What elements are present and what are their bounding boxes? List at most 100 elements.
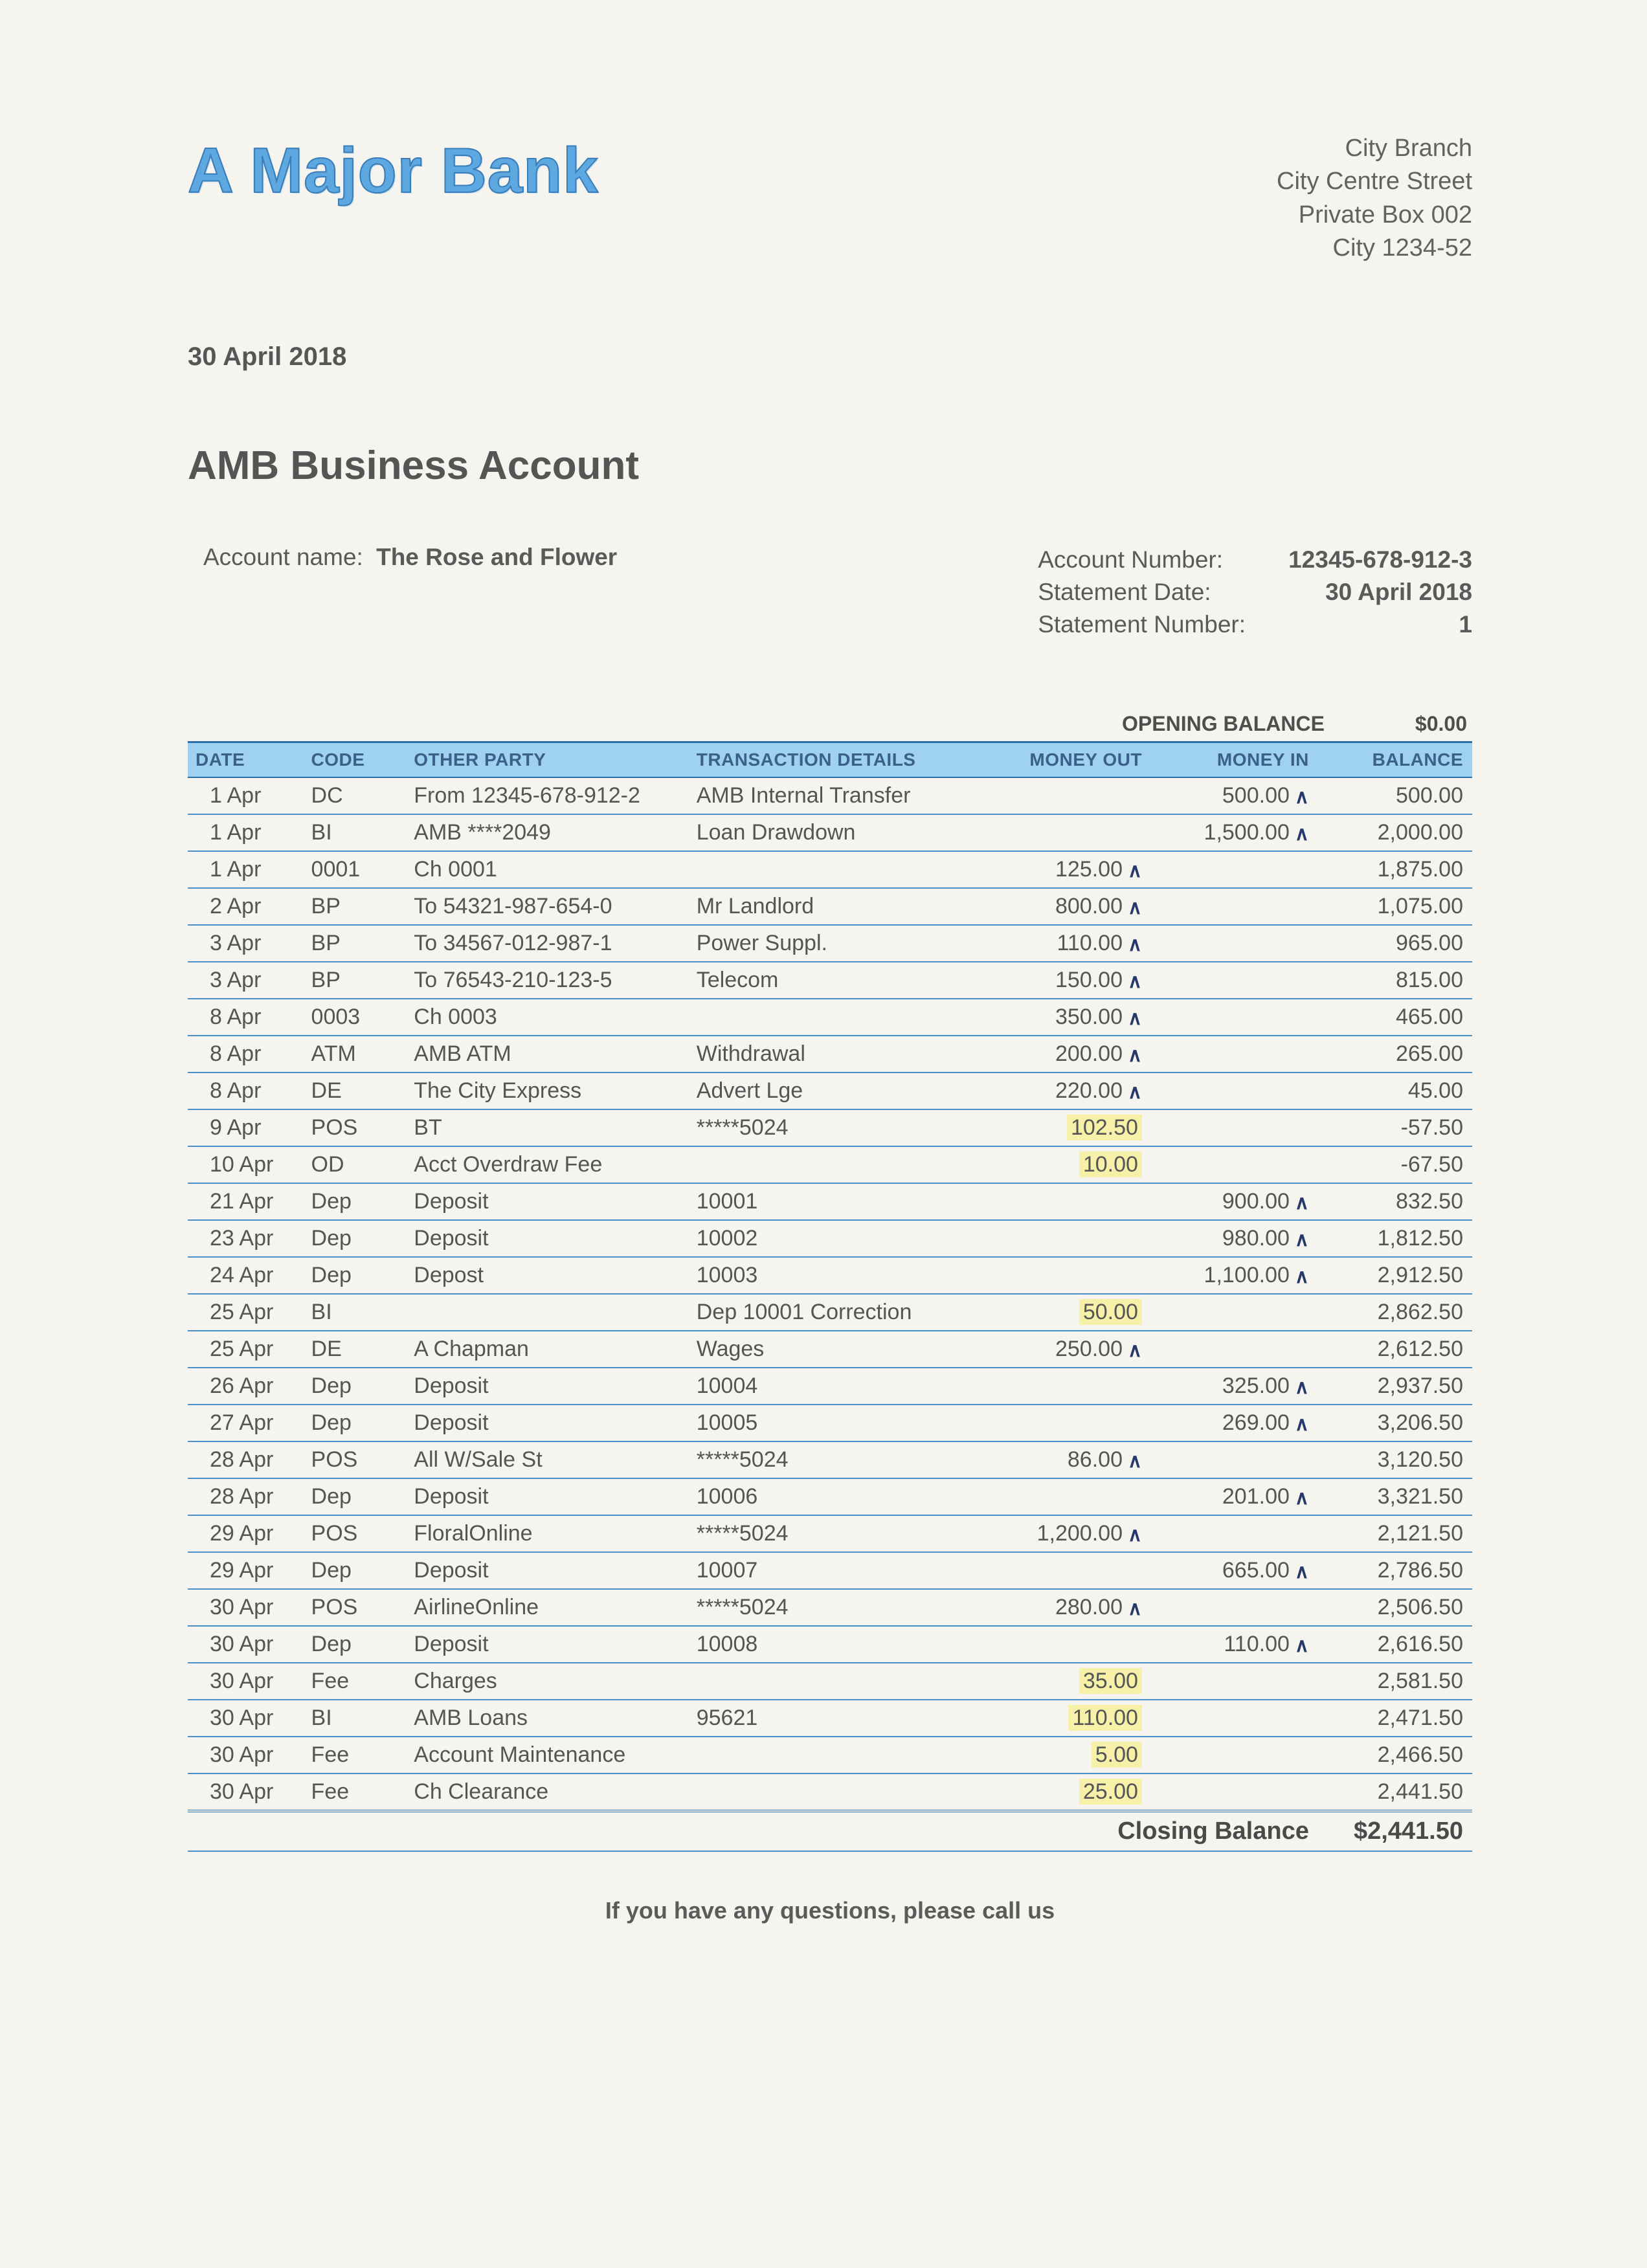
cell-party: The City Express (406, 1073, 688, 1109)
cell-party: AMB Loans (406, 1700, 688, 1737)
cell-details: *****5024 (689, 1109, 971, 1146)
table-row: 8 AprATMAMB ATMWithdrawal200.00∧265.00 (188, 1036, 1472, 1073)
cell-code: BI (304, 1294, 407, 1331)
check-icon: ∧ (1128, 1450, 1142, 1473)
cell-money-out: 86.00∧ (971, 1441, 1151, 1478)
cell-balance: 2,616.50 (1318, 1626, 1472, 1663)
cell-details: *****5024 (689, 1515, 971, 1552)
cell-money-in (1151, 1441, 1318, 1478)
cell-party: Deposit (406, 1552, 688, 1589)
cell-code: BI (304, 814, 407, 851)
cell-party: Deposit (406, 1478, 688, 1515)
cell-balance: -67.50 (1318, 1146, 1472, 1183)
cell-date: 30 Apr (188, 1737, 304, 1773)
check-icon: ∧ (1128, 1044, 1142, 1067)
cell-code: OD (304, 1146, 407, 1183)
cell-balance: 500.00 (1318, 777, 1472, 814)
cell-code: 0003 (304, 999, 407, 1036)
table-row: 30 AprFeeAccount Maintenance5.002,466.50 (188, 1737, 1472, 1773)
cell-party: Ch 0001 (406, 851, 688, 888)
table-row: 8 AprDEThe City ExpressAdvert Lge220.00∧… (188, 1073, 1472, 1109)
closing-balance-label: Closing Balance (971, 1811, 1318, 1851)
cell-details: *****5024 (689, 1589, 971, 1626)
cell-money-out (971, 814, 1151, 851)
cell-party: Acct Overdraw Fee (406, 1146, 688, 1183)
cell-party: To 54321-987-654-0 (406, 888, 688, 925)
account-number-label: Account Number: (1038, 544, 1246, 576)
cell-balance: 2,912.50 (1318, 1257, 1472, 1294)
cell-money-out (971, 1478, 1151, 1515)
statement-date-value: 30 April 2018 (1265, 576, 1472, 608)
cell-code: Dep (304, 1368, 407, 1405)
cell-money-in: 500.00∧ (1151, 777, 1318, 814)
cell-details: Loan Drawdown (689, 814, 971, 851)
cell-money-out: 125.00∧ (971, 851, 1151, 888)
cell-date: 30 Apr (188, 1773, 304, 1811)
cell-date: 3 Apr (188, 925, 304, 962)
cell-money-in: 325.00∧ (1151, 1368, 1318, 1405)
cell-money-out: 250.00∧ (971, 1331, 1151, 1368)
check-icon: ∧ (1128, 970, 1142, 993)
cell-details: 10008 (689, 1626, 971, 1663)
table-row: 10 AprODAcct Overdraw Fee10.00-67.50 (188, 1146, 1472, 1183)
cell-balance: 2,441.50 (1318, 1773, 1472, 1811)
check-icon: ∧ (1128, 1007, 1142, 1030)
cell-balance: -57.50 (1318, 1109, 1472, 1146)
cell-party: Charges (406, 1663, 688, 1700)
cell-balance: 2,612.50 (1318, 1331, 1472, 1368)
cell-money-out (971, 777, 1151, 814)
cell-party: Deposit (406, 1626, 688, 1663)
cell-money-in: 269.00∧ (1151, 1405, 1318, 1441)
cell-party: Ch 0003 (406, 999, 688, 1036)
cell-money-in (1151, 851, 1318, 888)
cell-date: 29 Apr (188, 1515, 304, 1552)
table-row: 30 AprFeeCharges35.002,581.50 (188, 1663, 1472, 1700)
cell-code: Dep (304, 1478, 407, 1515)
cell-code: Dep (304, 1626, 407, 1663)
cell-party: Deposit (406, 1405, 688, 1441)
cell-money-in: 900.00∧ (1151, 1183, 1318, 1220)
cell-code: Dep (304, 1405, 407, 1441)
branch-address: City Branch City Centre Street Private B… (1277, 132, 1472, 265)
cell-money-out: 35.00 (971, 1663, 1151, 1700)
cell-money-out (971, 1626, 1151, 1663)
statement-date-top: 30 April 2018 (188, 342, 1472, 372)
cell-money-in (1151, 1700, 1318, 1737)
cell-code: Fee (304, 1737, 407, 1773)
cell-details: 10001 (689, 1183, 971, 1220)
col-other-party: OTHER PARTY (406, 742, 688, 778)
table-row: 8 Apr0003Ch 0003350.00∧465.00 (188, 999, 1472, 1036)
cell-money-out: 150.00∧ (971, 962, 1151, 999)
cell-party (406, 1294, 688, 1331)
closing-balance-value: $2,441.50 (1318, 1811, 1472, 1851)
col-money-in: MONEY IN (1151, 742, 1318, 778)
table-row: 28 AprPOSAll W/Sale St*****502486.00∧3,1… (188, 1441, 1472, 1478)
cell-details (689, 1773, 971, 1811)
cell-date: 28 Apr (188, 1478, 304, 1515)
cell-date: 28 Apr (188, 1441, 304, 1478)
cell-date: 3 Apr (188, 962, 304, 999)
table-row: 30 AprFeeCh Clearance25.002,441.50 (188, 1773, 1472, 1811)
cell-code: DC (304, 777, 407, 814)
table-row: 26 AprDepDeposit10004325.00∧2,937.50 (188, 1368, 1472, 1405)
cell-money-in: 1,100.00∧ (1151, 1257, 1318, 1294)
cell-money-in (1151, 1515, 1318, 1552)
cell-details: *****5024 (689, 1441, 971, 1478)
cell-money-in (1151, 1663, 1318, 1700)
cell-date: 9 Apr (188, 1109, 304, 1146)
cell-money-in (1151, 1294, 1318, 1331)
cell-balance: 965.00 (1318, 925, 1472, 962)
cell-money-in (1151, 1737, 1318, 1773)
cell-balance: 2,000.00 (1318, 814, 1472, 851)
check-icon: ∧ (1128, 860, 1142, 882)
cell-party: To 34567-012-987-1 (406, 925, 688, 962)
cell-details: Dep 10001 Correction (689, 1294, 971, 1331)
table-row: 30 AprBIAMB Loans95621110.002,471.50 (188, 1700, 1472, 1737)
cell-party: Deposit (406, 1368, 688, 1405)
table-row: 28 AprDepDeposit10006201.00∧3,321.50 (188, 1478, 1472, 1515)
cell-money-out: 5.00 (971, 1737, 1151, 1773)
cell-balance: 2,506.50 (1318, 1589, 1472, 1626)
cell-party: AirlineOnline (406, 1589, 688, 1626)
cell-party: Depost (406, 1257, 688, 1294)
check-icon: ∧ (1128, 1339, 1142, 1362)
